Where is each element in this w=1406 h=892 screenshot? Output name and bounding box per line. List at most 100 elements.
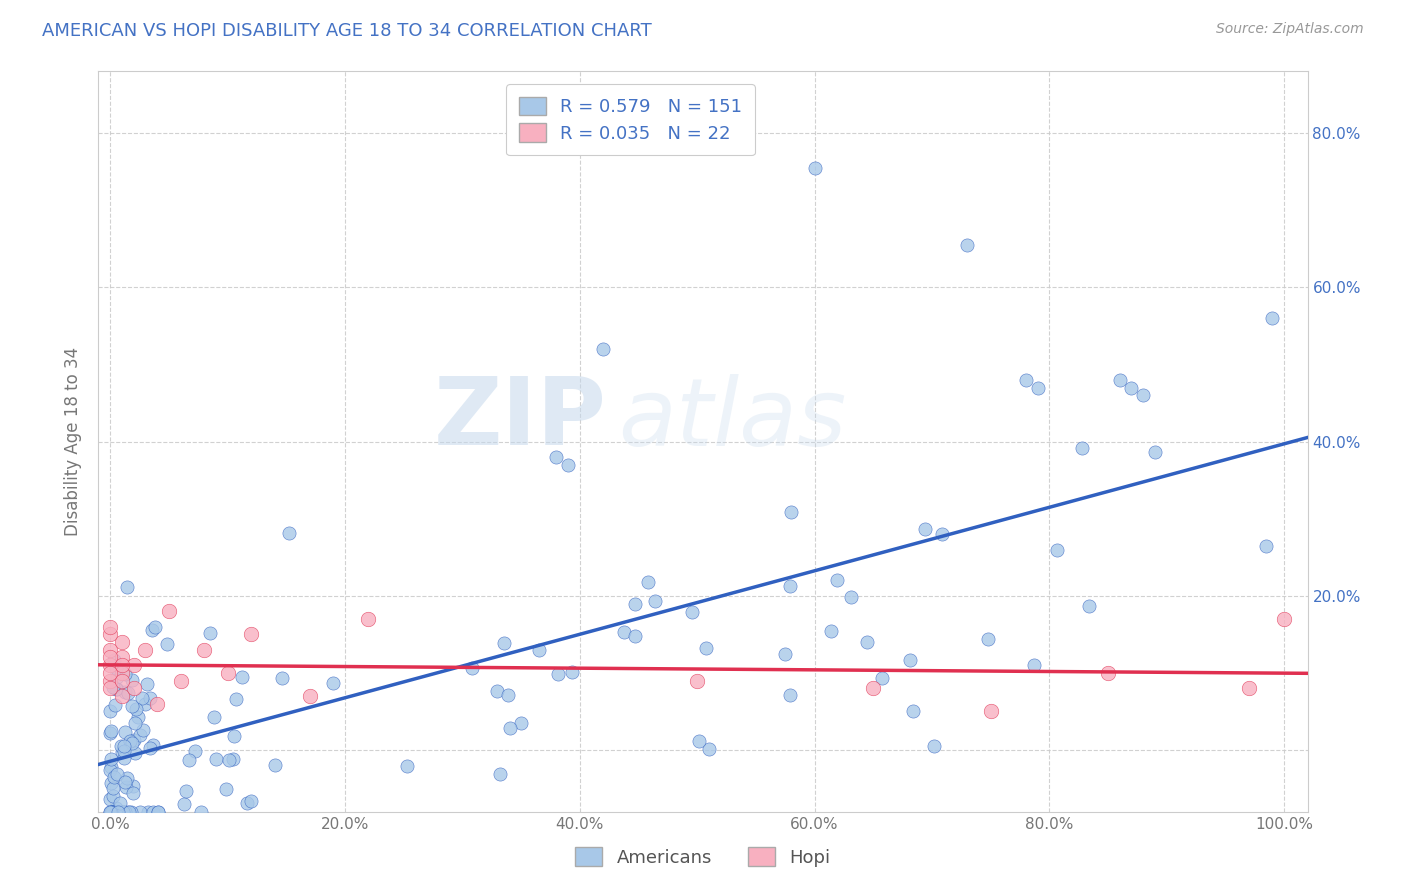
Text: ZIP: ZIP xyxy=(433,374,606,466)
Point xyxy=(202,710,225,724)
Point xyxy=(139,740,162,755)
Point xyxy=(112,805,135,819)
Point xyxy=(101,789,124,803)
Point xyxy=(1254,540,1277,554)
Point xyxy=(1144,445,1167,459)
Point xyxy=(509,715,531,730)
Point xyxy=(120,734,142,748)
Point xyxy=(111,689,134,703)
Point xyxy=(98,627,121,641)
Point xyxy=(98,642,121,657)
Point xyxy=(146,805,169,819)
Point xyxy=(136,805,159,819)
Point xyxy=(101,805,124,819)
Point xyxy=(976,632,998,646)
Point xyxy=(98,805,121,819)
Point xyxy=(110,739,132,754)
Point xyxy=(624,629,647,643)
Point xyxy=(114,667,136,681)
Text: AMERICAN VS HOPI DISABILITY AGE 18 TO 34 CORRELATION CHART: AMERICAN VS HOPI DISABILITY AGE 18 TO 34… xyxy=(42,22,652,40)
Point xyxy=(105,801,128,815)
Point xyxy=(112,805,135,819)
Point xyxy=(105,670,128,684)
Point xyxy=(112,750,135,764)
Point xyxy=(103,653,125,667)
Point xyxy=(98,673,121,688)
Point xyxy=(264,758,287,772)
Point xyxy=(132,723,155,738)
Point xyxy=(98,726,121,740)
Point xyxy=(101,805,124,819)
Point xyxy=(173,797,195,811)
Point xyxy=(117,685,139,699)
Point xyxy=(922,739,945,753)
Point xyxy=(107,805,129,819)
Point xyxy=(217,665,239,680)
Point xyxy=(215,781,238,796)
Point xyxy=(124,746,146,760)
Point xyxy=(699,741,721,756)
Point xyxy=(104,805,127,819)
Point xyxy=(270,671,292,685)
Point xyxy=(644,594,666,608)
Point xyxy=(240,794,263,808)
Point xyxy=(862,681,884,696)
Point xyxy=(461,661,484,675)
Point xyxy=(956,238,979,252)
Point xyxy=(122,681,145,696)
Point xyxy=(111,745,134,759)
Point xyxy=(779,579,801,593)
Point xyxy=(231,670,253,684)
Point xyxy=(146,697,169,711)
Point xyxy=(115,771,138,785)
Point xyxy=(1022,657,1045,672)
Point xyxy=(117,805,139,819)
Point xyxy=(114,780,136,794)
Point xyxy=(129,728,152,742)
Point xyxy=(486,683,509,698)
Point xyxy=(546,450,568,464)
Point xyxy=(122,658,145,673)
Point xyxy=(100,805,122,819)
Point xyxy=(111,665,134,680)
Point xyxy=(1261,311,1284,326)
Point xyxy=(1071,441,1094,455)
Point xyxy=(114,775,136,789)
Point xyxy=(278,526,301,541)
Point xyxy=(100,724,122,739)
Point xyxy=(200,625,222,640)
Point xyxy=(529,643,551,657)
Point xyxy=(104,805,127,819)
Point xyxy=(111,673,134,688)
Point xyxy=(114,744,136,758)
Point xyxy=(1237,681,1260,696)
Point xyxy=(121,779,143,793)
Point xyxy=(1132,388,1154,402)
Point xyxy=(205,752,228,766)
Point xyxy=(1015,373,1038,387)
Point xyxy=(494,636,516,650)
Point xyxy=(105,681,128,696)
Point xyxy=(592,342,614,356)
Point xyxy=(1097,665,1119,680)
Point xyxy=(146,805,169,819)
Point xyxy=(100,791,122,805)
Point xyxy=(98,805,121,819)
Point xyxy=(488,767,510,781)
Point xyxy=(134,697,156,711)
Point xyxy=(225,692,247,706)
Point xyxy=(499,721,522,735)
Point xyxy=(322,675,344,690)
Point xyxy=(236,796,259,810)
Point xyxy=(98,658,121,673)
Point xyxy=(111,635,134,649)
Point xyxy=(157,604,180,618)
Point xyxy=(561,665,583,679)
Point xyxy=(688,734,710,748)
Text: atlas: atlas xyxy=(619,374,846,465)
Point xyxy=(557,458,579,472)
Point xyxy=(104,681,127,696)
Point xyxy=(105,766,128,780)
Point xyxy=(240,627,263,641)
Point xyxy=(193,642,215,657)
